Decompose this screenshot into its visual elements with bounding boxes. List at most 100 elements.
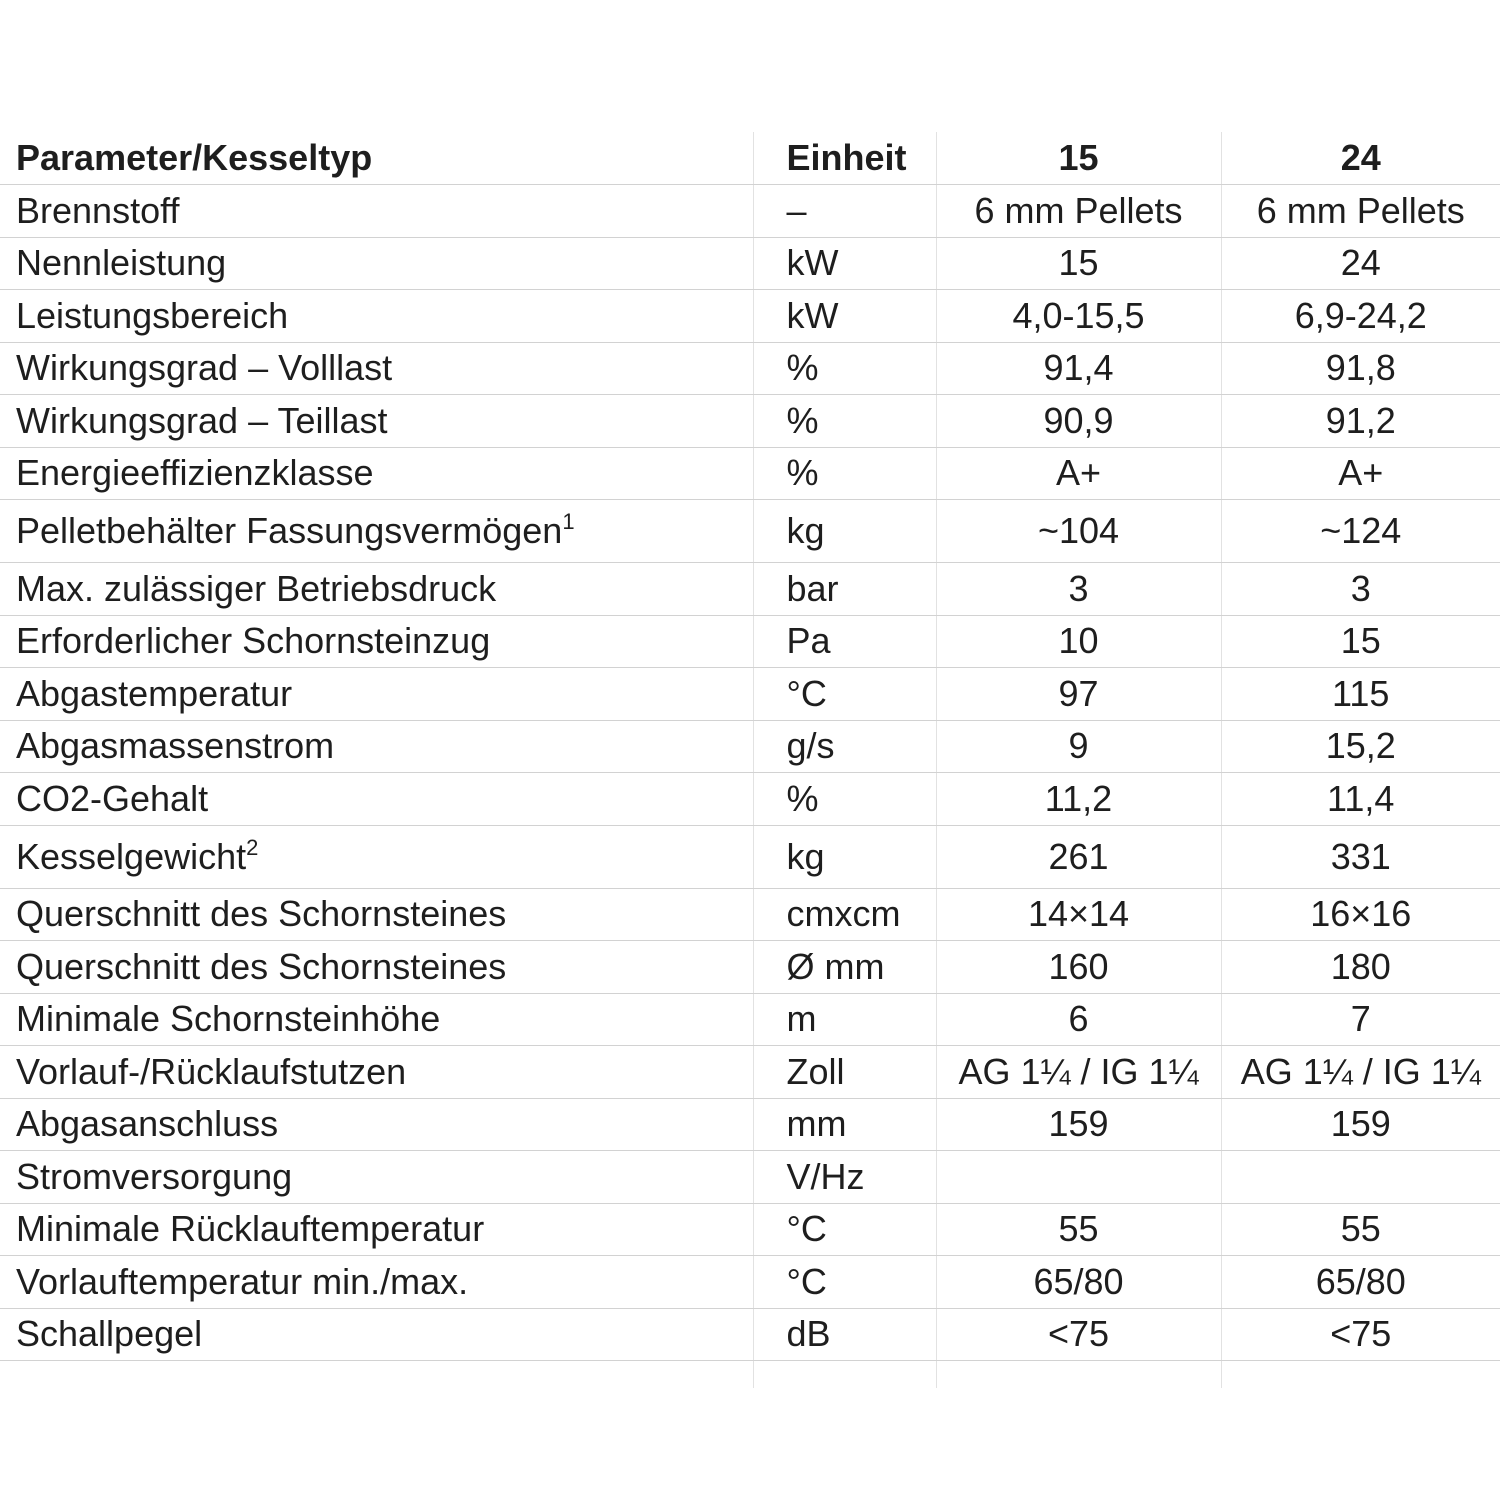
parameter-cell: CO2-Gehalt — [0, 772, 753, 826]
unit-cell: – — [752, 184, 936, 238]
value-cell: 91,4 — [935, 342, 1221, 395]
parameter-cell: Querschnitt des Schornsteines — [0, 940, 753, 994]
value-cell: 55 — [1220, 1203, 1500, 1256]
parameter-cell: Max. zulässiger Betriebsdruck — [0, 562, 753, 616]
parameter-cell: Nennleistung — [0, 237, 753, 290]
unit-cell: Einheit — [752, 132, 936, 185]
table-row: Vorlauftemperatur min./max. °C 65/80 65/80 — [0, 1255, 1500, 1309]
table-row: Querschnitt des Schornsteines Ø mm 160 180 — [0, 940, 1500, 994]
value-cell: 65/80 — [1220, 1255, 1500, 1309]
value-cell: 3 — [935, 562, 1221, 616]
parameter-cell: Erforderlicher Schornsteinzug — [0, 615, 753, 668]
unit-cell: g/s — [752, 720, 936, 773]
value-cell: 6 mm Pellets — [935, 184, 1221, 238]
unit-cell: °C — [752, 667, 936, 721]
unit-cell: Zoll — [752, 1045, 936, 1099]
table-row: Schallpegel dB <75 <75 — [0, 1308, 1500, 1361]
value-cell: 97 — [935, 667, 1221, 721]
value-cell: 24 — [1220, 237, 1500, 290]
header-row: Parameter/Kesseltyp Einheit 15 24 — [0, 132, 1500, 185]
table-row: Pelletbehälter Fassungsvermögen1 kg ~104 ~1… — [0, 499, 1500, 563]
unit-cell: kW — [752, 237, 936, 290]
parameter-cell: Vorlauftemperatur min./max. — [0, 1255, 753, 1309]
value-cell — [1220, 1150, 1500, 1204]
value-cell: 6,9-24,2 — [1220, 289, 1500, 343]
value-cell: 180 — [1220, 940, 1500, 994]
unit-cell: mm — [752, 1098, 936, 1151]
table-row: CO2-Gehalt% 11,2 11,4 — [0, 772, 1500, 826]
table-row: Wirkungsgrad – Volllast% 91,4 91,8 — [0, 342, 1500, 395]
value-cell: 24 — [1220, 132, 1500, 185]
parameter-cell: Pelletbehälter Fassungsvermögen1 — [0, 499, 753, 563]
table-row: Abgasmassenstrom g/s 9 15,2 — [0, 720, 1500, 773]
value-cell: AG 1¼ / IG 1¼ — [935, 1045, 1221, 1099]
parameter-cell: Minimale Schornsteinhöhe — [0, 993, 753, 1046]
value-cell: A+ — [935, 447, 1221, 500]
value-cell: ~104 — [935, 499, 1221, 563]
unit-cell: % — [752, 394, 936, 448]
unit-cell: Ø mm — [752, 940, 936, 994]
value-cell: 15 — [935, 132, 1221, 185]
table-row: Energieeffizienzklasse% A+ A+ — [0, 447, 1500, 500]
cell-text: Pelletbehälter Fassungsvermögen — [16, 510, 563, 551]
unit-cell: °C — [752, 1255, 936, 1309]
table-row: Kesselgewicht2 kg 261 331 — [0, 825, 1500, 889]
value-cell: 91,2 — [1220, 394, 1500, 448]
table-row: Stromversorgung V/Hz — [0, 1150, 1500, 1204]
parameter-cell: Abgasanschluss — [0, 1098, 753, 1151]
value-cell: 10 — [935, 615, 1221, 668]
table-row: Leistungsbereich kW 4,0-15,5 6,9-24,2 — [0, 289, 1500, 343]
table-row: Querschnitt des Schornsteines cmxcm 14×14 1… — [0, 888, 1500, 941]
value-cell: 16×16 — [1220, 888, 1500, 941]
parameter-cell: Leistungsbereich — [0, 289, 753, 343]
parameter-cell: Querschnitt des Schornsteines — [0, 888, 753, 941]
table-row: Abgasanschluss mm 159 159 — [0, 1098, 1500, 1151]
value-cell: 261 — [935, 825, 1221, 889]
value-cell: 7 — [1220, 993, 1500, 1046]
unit-cell: V/Hz — [752, 1150, 936, 1204]
value-cell: A+ — [1220, 447, 1500, 500]
parameter-cell: Schallpegel — [0, 1308, 753, 1361]
table-row: Nennleistung kW 15 24 — [0, 237, 1500, 290]
unit-cell — [752, 1360, 936, 1388]
value-cell: 65/80 — [935, 1255, 1221, 1309]
parameter-cell: Energieeffizienzklasse — [0, 447, 753, 500]
value-cell: 331 — [1220, 825, 1500, 889]
parameter-cell: Abgastemperatur — [0, 667, 753, 721]
unit-cell: Pa — [752, 615, 936, 668]
unit-cell: °C — [752, 1203, 936, 1256]
value-cell: <75 — [935, 1308, 1221, 1361]
value-cell: 91,8 — [1220, 342, 1500, 395]
value-cell: 159 — [935, 1098, 1221, 1151]
unit-cell: % — [752, 447, 936, 500]
table-row: Minimale Rücklauftemperatur °C 55 55 — [0, 1203, 1500, 1256]
parameter-cell: Minimale Rücklauftemperatur — [0, 1203, 753, 1256]
value-cell: 9 — [935, 720, 1221, 773]
value-cell: 6 mm Pellets — [1220, 184, 1500, 238]
table-row: Vorlauf-/Rücklaufstutzen Zoll AG 1¼ / IG 1… — [0, 1045, 1500, 1099]
value-cell: 3 — [1220, 562, 1500, 616]
unit-cell: m — [752, 993, 936, 1046]
table-row: Max. zulässiger Betriebsdruck bar 3 3 — [0, 562, 1500, 616]
parameter-cell — [0, 1361, 753, 1389]
value-cell: 6 — [935, 993, 1221, 1046]
parameter-cell: Brennstoff — [0, 184, 753, 238]
parameter-cell: Abgasmassenstrom — [0, 720, 753, 773]
value-cell: 15,2 — [1220, 720, 1500, 773]
value-cell — [1220, 1360, 1500, 1388]
table-row: Abgastemperatur °C 97 115 — [0, 667, 1500, 721]
table-row: Minimale Schornsteinhöhe m 6 7 — [0, 993, 1500, 1046]
unit-cell: kW — [752, 289, 936, 343]
value-cell: 11,2 — [935, 772, 1221, 826]
value-cell: 4,0-15,5 — [935, 289, 1221, 343]
value-cell: 160 — [935, 940, 1221, 994]
unit-cell: kg — [752, 825, 936, 889]
cell-text: Kesselgewicht — [16, 835, 247, 877]
spec-table: Parameter/Kesseltyp Einheit 15 24 Brennstoff… — [0, 132, 1500, 1388]
value-cell: 115 — [1220, 667, 1500, 721]
unit-cell: kg — [752, 499, 936, 563]
value-cell: 11,4 — [1220, 772, 1500, 826]
parameter-cell: Parameter/Kesseltyp — [0, 132, 753, 185]
value-cell: 55 — [935, 1203, 1221, 1256]
